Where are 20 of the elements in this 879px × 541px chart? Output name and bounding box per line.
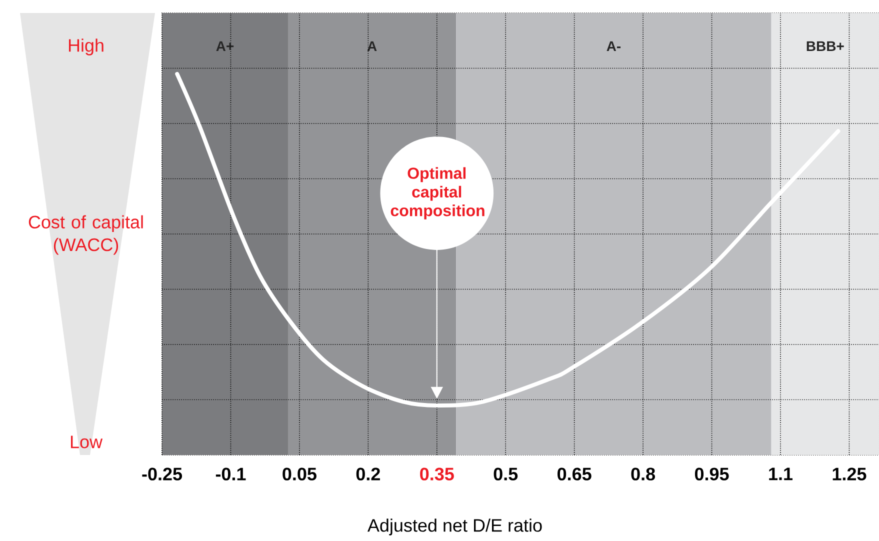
annotation: Optimal capital composition xyxy=(390,167,484,220)
x-tick-label: 0.65 xyxy=(558,468,592,480)
x-tick-label: 0.5 xyxy=(494,468,518,480)
x-axis-title: Adjusted net D/E ratio xyxy=(368,518,542,536)
x-tick-label: 0.95 xyxy=(694,468,729,480)
band-label: A+ xyxy=(216,41,234,51)
y-axis-title: Cost of capital (WACC) xyxy=(28,215,143,255)
x-tick-label: 1.1 xyxy=(769,468,793,480)
text: Low xyxy=(70,436,103,448)
band-label: A- xyxy=(606,41,621,51)
band-label: A xyxy=(367,41,377,51)
x-tick-label: -0.25 xyxy=(142,468,182,480)
x-tick-label: 0.35 xyxy=(420,468,454,480)
x-tick-label: 0.05 xyxy=(282,468,316,480)
band-label: BBB+ xyxy=(806,41,844,51)
x-tick-label: 1.25 xyxy=(832,468,866,480)
text: High xyxy=(68,38,104,56)
x-tick-label: -0.1 xyxy=(216,468,246,480)
x-tick-label: 0.8 xyxy=(631,468,656,480)
x-tick-label: 0.2 xyxy=(356,468,380,480)
